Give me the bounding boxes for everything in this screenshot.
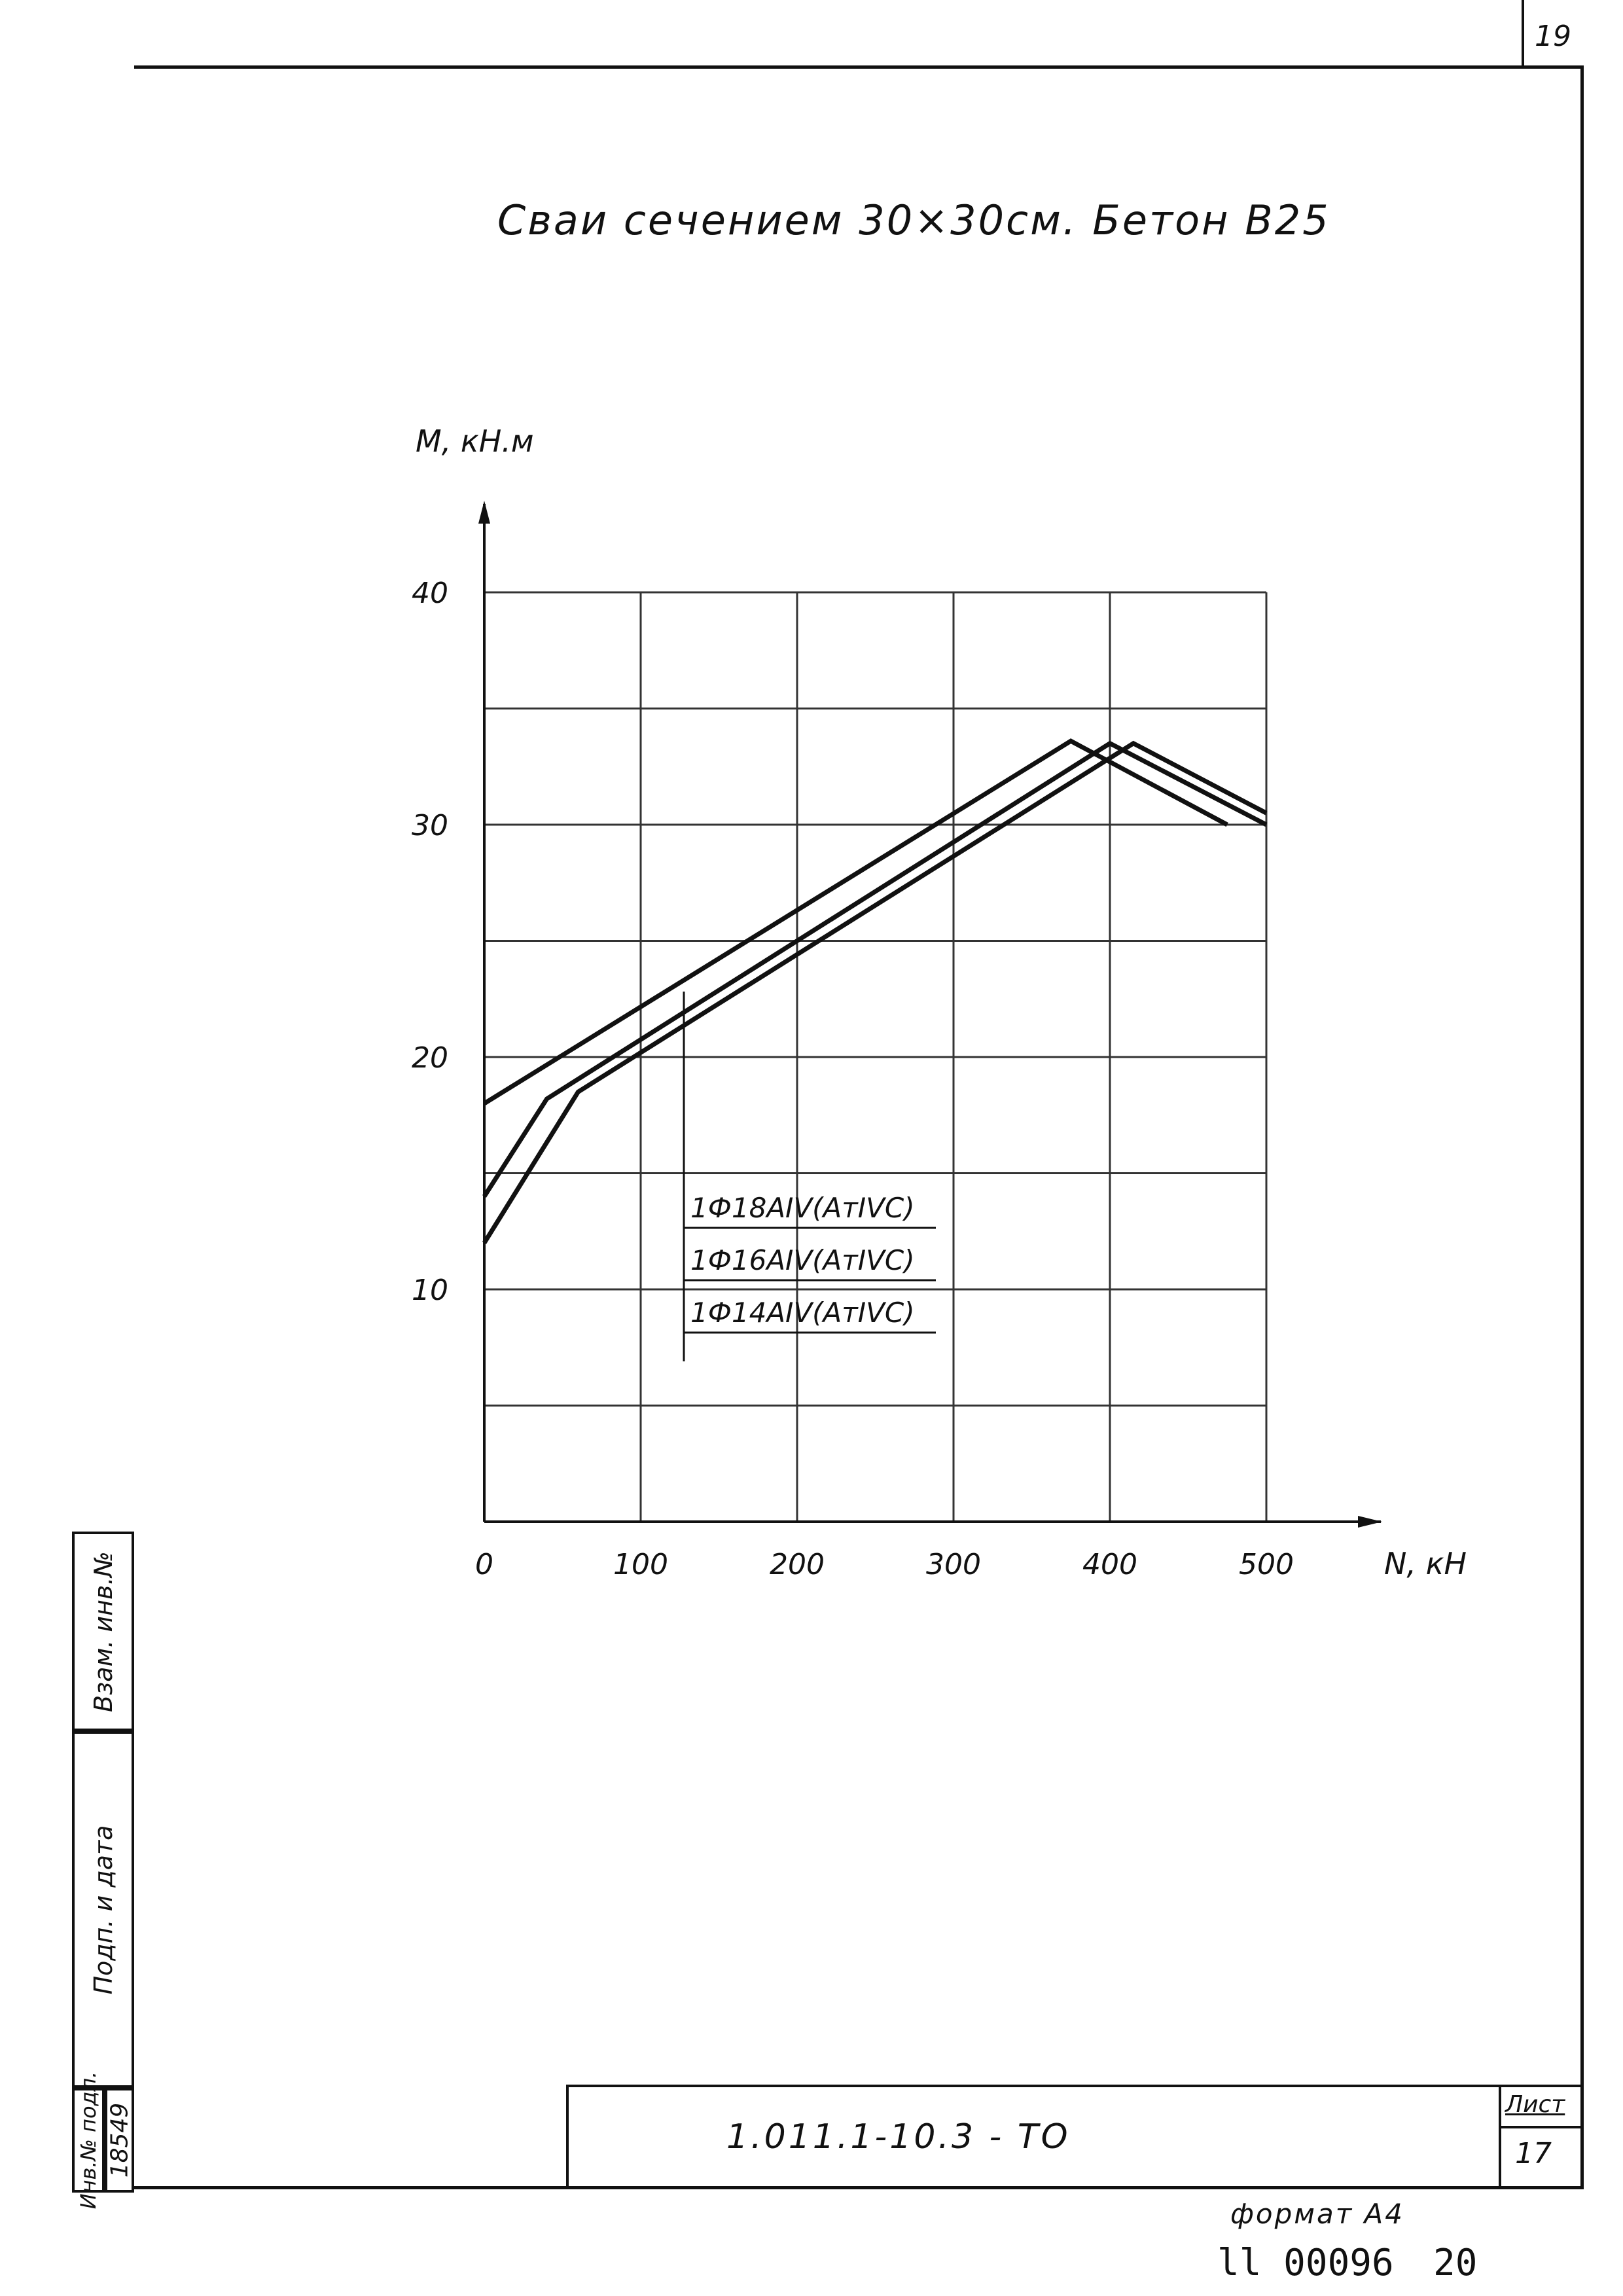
y-tick-label: 10 bbox=[412, 1274, 448, 1307]
legend-label-3: 1Ф14АIV(АтIVС) bbox=[690, 1297, 915, 1329]
page-number-divider bbox=[1522, 0, 1524, 65]
page-number: 19 bbox=[1535, 20, 1571, 53]
document-code: 1.011.1-10.3 - ТО bbox=[726, 2117, 1071, 2157]
x-axis-label: N, кН bbox=[1384, 1546, 1467, 1581]
chart-axes: M, кН.м N, кН bbox=[416, 423, 1467, 1581]
legend-label-2: 1Ф16АIV(АтIVС) bbox=[690, 1244, 915, 1276]
y-tick-label: 40 bbox=[412, 577, 448, 610]
x-tick-label: 0 bbox=[475, 1548, 493, 1581]
x-axis-arrow bbox=[1358, 1516, 1382, 1528]
x-tick-label: 500 bbox=[1239, 1548, 1294, 1581]
original-inventory-label-box: Инв.№ подл. bbox=[72, 2072, 105, 2209]
x-tick-label: 100 bbox=[613, 1548, 668, 1581]
format-label: формат А4 bbox=[1230, 2198, 1404, 2230]
y-axis-label: M, кН.м bbox=[416, 423, 534, 459]
page-title: Сваи сечением 30×30см. Бетон В25 bbox=[497, 196, 1330, 244]
title-block bbox=[566, 2085, 1584, 2189]
replace-inventory-box: Взам. инв.№ bbox=[72, 1532, 134, 1731]
x-tick-label: 300 bbox=[926, 1548, 981, 1581]
series-line-2 bbox=[482, 740, 1268, 1198]
legend-label-1: 1Ф18АIV(АтIVС) bbox=[690, 1192, 915, 1224]
archive-sheet: 20 bbox=[1433, 2242, 1478, 2284]
sheet-label: Лист bbox=[1505, 2091, 1565, 2118]
y-tick-label: 30 bbox=[412, 809, 448, 842]
y-axis-arrow bbox=[478, 501, 490, 524]
sheet-box-divider bbox=[1499, 2126, 1584, 2128]
chart-series bbox=[482, 738, 1268, 1244]
drawing-frame bbox=[134, 65, 1584, 2189]
chart-legend: 1Ф18АIV(АтIVС) 1Ф16АIV(АтIVС) 1Ф14АIV(АтIV… bbox=[683, 992, 936, 1361]
series-line-1 bbox=[483, 738, 1228, 1105]
sheet-number: 17 bbox=[1515, 2137, 1552, 2170]
signature-date-box: Подп. и дата bbox=[72, 1731, 134, 2088]
chart-grid bbox=[484, 591, 1268, 1522]
sheet-box bbox=[1499, 2085, 1584, 2189]
series-line-3 bbox=[482, 740, 1268, 1244]
chart-ticks: 0 100 200 300 400 500 10 20 30 40 bbox=[412, 577, 1294, 1581]
original-inventory-value-box: 18549 bbox=[105, 2088, 134, 2193]
x-tick-label: 200 bbox=[770, 1548, 825, 1581]
x-tick-label: 400 bbox=[1082, 1548, 1137, 1581]
y-tick-label: 20 bbox=[412, 1041, 448, 1075]
archive-number: ll 00096 bbox=[1217, 2242, 1394, 2284]
